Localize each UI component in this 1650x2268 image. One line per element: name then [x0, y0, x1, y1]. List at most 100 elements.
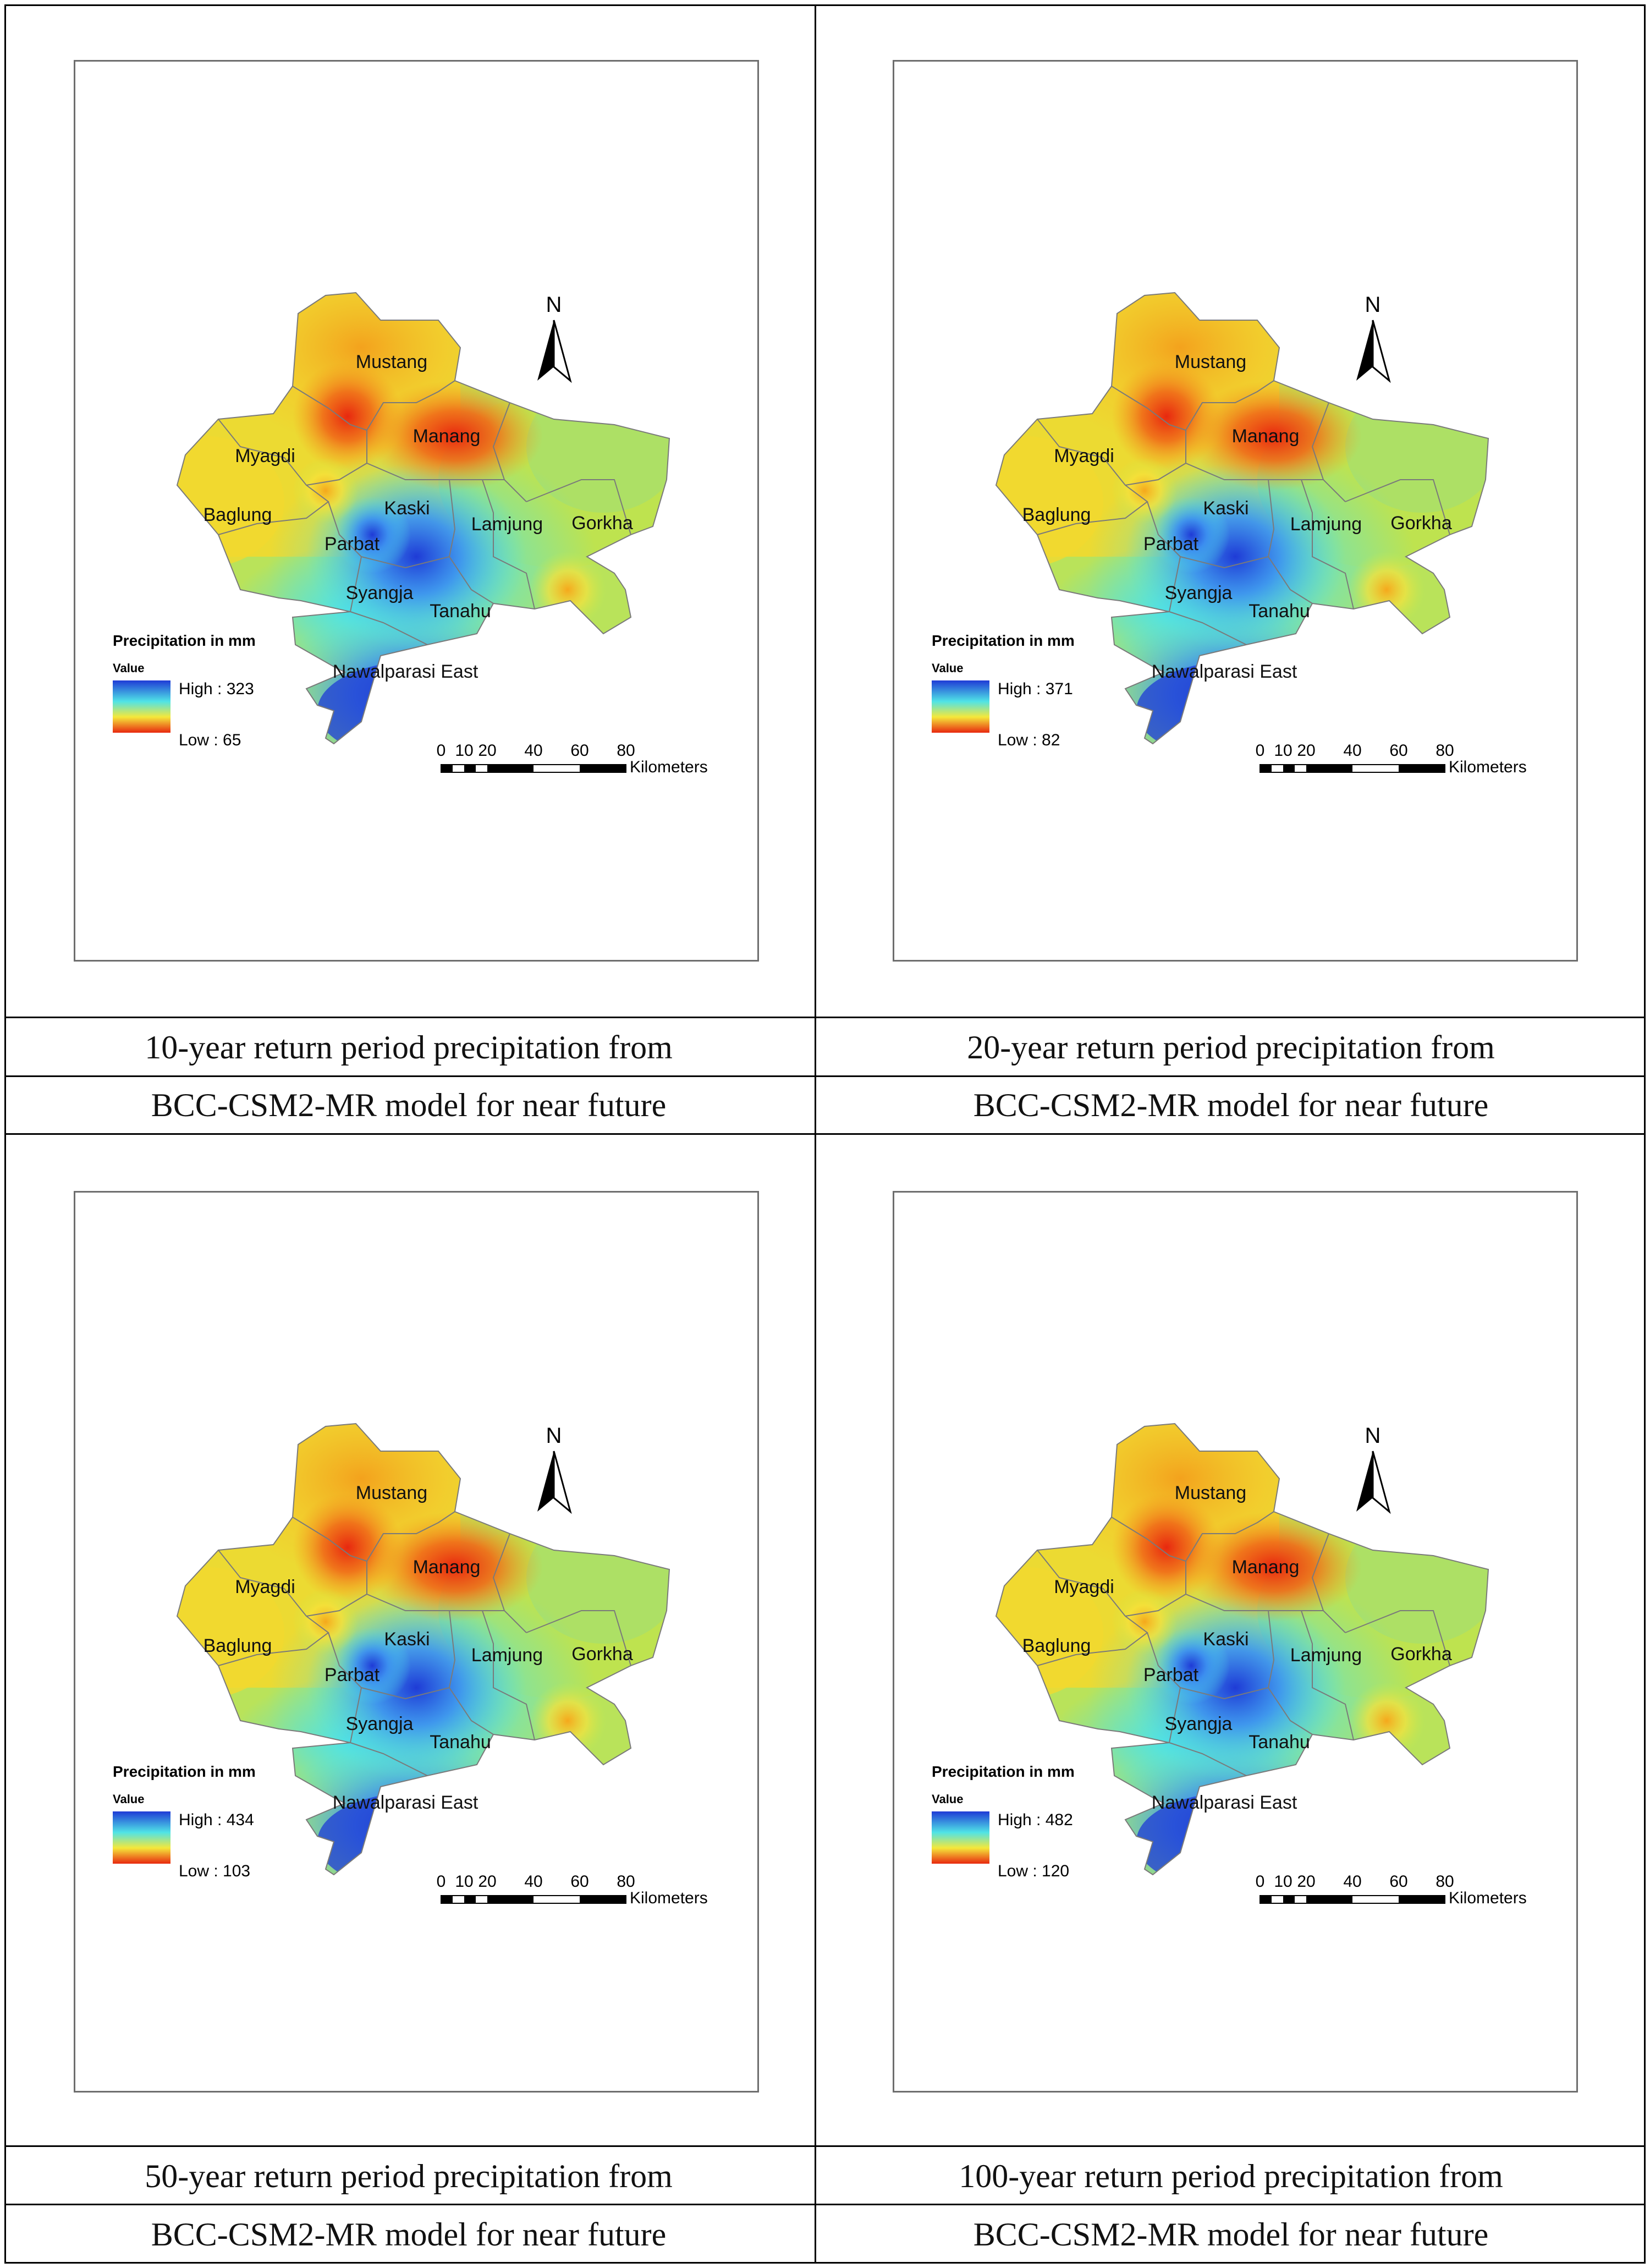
district-label-lamjung: Lamjung — [471, 1645, 543, 1666]
district-label-myagdi: Myagdi — [1054, 446, 1114, 466]
district-label-baglung: Baglung — [204, 1635, 272, 1656]
caption-50yr-line1: 50-year return period precipitation from — [145, 2157, 673, 2194]
district-label-gorkha: Gorkha — [571, 1644, 633, 1665]
scale-tick-label: 40 — [1343, 742, 1361, 760]
north-arrow-icon — [537, 320, 572, 383]
district-label-nawalparasi: Nawalparasi East — [333, 661, 479, 682]
scale-bar — [1260, 1895, 1445, 1904]
scale-bar — [441, 764, 626, 773]
district-label-kaski: Kaski — [384, 1629, 430, 1650]
north-arrow-icon — [537, 1451, 572, 1514]
legend-low-label: Low : 120 — [998, 1862, 1069, 1880]
scale-tick-label: 80 — [617, 742, 635, 760]
district-label-gorkha: Gorkha — [1390, 1644, 1452, 1665]
district-label-parbat: Parbat — [1143, 1665, 1199, 1685]
scale-unit-label: Kilometers — [630, 1889, 708, 1907]
figure-grid: Mustang Manang Myagdi Baglung Kaski Lamjung Go… — [4, 4, 1646, 2264]
district-label-parbat: Parbat — [324, 1665, 380, 1685]
legend-title: Precipitation in mm — [113, 632, 256, 649]
row-divider — [4, 2145, 1646, 2147]
north-arrow-label: N — [546, 293, 562, 317]
legend-color-ramp — [932, 1811, 989, 1864]
caption-100yr-line2: BCC-CSM2-MR model for near future — [973, 2216, 1489, 2253]
district-label-myagdi: Myagdi — [235, 446, 295, 466]
scale-bar — [441, 1895, 626, 1904]
district-label-baglung: Baglung — [1022, 504, 1091, 525]
district-label-lamjung: Lamjung — [1290, 1645, 1362, 1666]
caption-100yr-line1: 100-year return period precipitation fro… — [959, 2157, 1503, 2194]
legend-high-label: High : 371 — [998, 680, 1073, 698]
row-divider — [4, 1133, 1646, 1135]
district-label-baglung: Baglung — [1022, 1635, 1091, 1656]
scale-tick-label: 40 — [524, 742, 542, 760]
legend-low-label: Low : 82 — [998, 731, 1060, 749]
district-label-parbat: Parbat — [324, 534, 380, 554]
district-label-manang: Manang — [1232, 1557, 1300, 1578]
scale-tick-label: 60 — [570, 1872, 588, 1891]
district-label-syangja: Syangja — [1165, 1714, 1233, 1734]
scale-tick-label: 10 — [1274, 742, 1292, 760]
district-label-tanahu: Tanahu — [1248, 601, 1310, 622]
district-label-tanahu: Tanahu — [1248, 1732, 1310, 1753]
scale-unit-label: Kilometers — [1449, 758, 1527, 776]
scale-tick-label: 20 — [1297, 1872, 1315, 1891]
scale-tick-label: 0 — [1256, 742, 1265, 760]
row-divider — [4, 2204, 1646, 2205]
district-label-myagdi: Myagdi — [235, 1577, 295, 1597]
north-arrow-label: N — [1365, 293, 1381, 317]
caption-10yr-line1: 10-year return period precipitation from — [145, 1029, 673, 1066]
row-divider — [4, 1075, 1646, 1077]
north-arrow-label: N — [1365, 1424, 1381, 1448]
scale-tick-label: 60 — [1389, 1872, 1407, 1891]
map-panel-100yr: Mustang Manang Myagdi Baglung Kaski Lamjung Go… — [893, 1191, 1578, 2093]
precipitation-map: Mustang Manang Myagdi Baglung Kaski Lamjung Go… — [932, 1423, 1527, 1907]
district-label-syangja: Syangja — [1165, 583, 1233, 603]
scale-tick-label: 0 — [437, 1872, 446, 1891]
district-label-nawalparasi: Nawalparasi East — [333, 1792, 479, 1813]
legend-title: Precipitation in mm — [932, 632, 1075, 649]
district-label-kaski: Kaski — [1203, 1629, 1248, 1650]
legend-title: Precipitation in mm — [932, 1763, 1075, 1780]
district-label-nawalparasi: Nawalparasi East — [1152, 661, 1297, 682]
north-arrow-icon — [1356, 320, 1391, 383]
district-label-mustang: Mustang — [356, 1482, 427, 1503]
district-label-kaski: Kaski — [1203, 498, 1248, 519]
legend-title: Precipitation in mm — [113, 1763, 256, 1780]
caption-20yr-line1: 20-year return period precipitation from — [967, 1029, 1495, 1066]
district-label-nawalparasi: Nawalparasi East — [1152, 1792, 1297, 1813]
map-panel-50yr: Mustang Manang Myagdi Baglung Kaski Lamjung Go… — [74, 1191, 759, 2093]
caption-20yr-line2: BCC-CSM2-MR model for near future — [973, 1086, 1489, 1123]
legend-color-ramp — [113, 1811, 170, 1864]
legend-value-label: Value — [932, 661, 963, 675]
scale-tick-label: 60 — [1389, 742, 1407, 760]
scale-tick-label: 80 — [617, 1872, 635, 1891]
scale-tick-label: 80 — [1436, 1872, 1454, 1891]
scale-tick-label: 80 — [1436, 742, 1454, 760]
district-label-gorkha: Gorkha — [571, 513, 633, 534]
scale-tick-label: 20 — [478, 742, 496, 760]
legend-color-ramp — [113, 680, 170, 733]
caption-10yr-line2: BCC-CSM2-MR model for near future — [151, 1086, 667, 1123]
district-label-mustang: Mustang — [1175, 352, 1246, 372]
legend-value-label: Value — [932, 1792, 963, 1806]
scale-tick-label: 40 — [1343, 1872, 1361, 1891]
district-label-mustang: Mustang — [356, 352, 427, 372]
precipitation-map: Mustang Manang Myagdi Baglung Kaski Lamjung Go… — [932, 292, 1527, 776]
legend-value-label: Value — [113, 661, 144, 675]
district-label-kaski: Kaski — [384, 498, 430, 519]
scale-unit-label: Kilometers — [1449, 1889, 1527, 1907]
legend-low-label: Low : 103 — [179, 1862, 250, 1880]
legend-high-label: High : 434 — [179, 1811, 254, 1829]
north-arrow-icon — [1356, 1451, 1391, 1514]
scale-tick-label: 20 — [478, 1872, 496, 1891]
row-divider — [4, 1017, 1646, 1018]
scale-tick-label: 10 — [1274, 1872, 1292, 1891]
scale-bar — [1260, 764, 1445, 773]
caption-50yr-line2: BCC-CSM2-MR model for near future — [151, 2216, 667, 2253]
scale-unit-label: Kilometers — [630, 758, 708, 776]
district-label-syangja: Syangja — [346, 583, 414, 603]
map-panel-10yr: Mustang Manang Myagdi Baglung Kaski Lamjung Go… — [74, 60, 759, 962]
north-arrow-label: N — [546, 1424, 562, 1448]
scale-tick-label: 20 — [1297, 742, 1315, 760]
legend-color-ramp — [932, 680, 989, 733]
